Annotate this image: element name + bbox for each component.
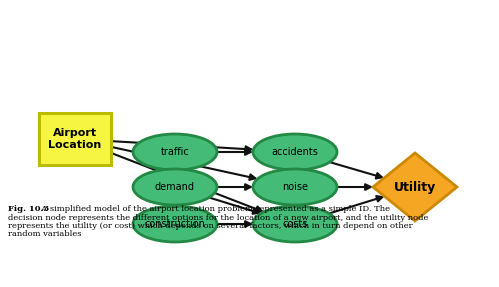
Text: Utility: Utility xyxy=(394,181,436,193)
Text: decision node represents the different options for the location of a new airport: decision node represents the different o… xyxy=(8,214,428,222)
FancyBboxPatch shape xyxy=(39,113,111,165)
Text: represents the utility (or cost) which depends on several factors, which in turn: represents the utility (or cost) which d… xyxy=(8,222,413,230)
Text: accidents: accidents xyxy=(271,147,318,157)
Text: noise: noise xyxy=(282,182,308,192)
Ellipse shape xyxy=(253,206,337,242)
Text: construction: construction xyxy=(145,219,206,229)
Ellipse shape xyxy=(253,134,337,170)
Text: A simplified model of the airport location problem represented as a simple ID. T: A simplified model of the airport locati… xyxy=(36,205,390,213)
Ellipse shape xyxy=(133,206,217,242)
Ellipse shape xyxy=(133,134,217,170)
Ellipse shape xyxy=(253,169,337,205)
Text: random variables: random variables xyxy=(8,230,81,238)
Text: Airport
Location: Airport Location xyxy=(48,128,102,150)
Text: demand: demand xyxy=(155,182,195,192)
Text: traffic: traffic xyxy=(161,147,190,157)
Text: Fig. 10.3: Fig. 10.3 xyxy=(8,205,49,213)
Text: costs: costs xyxy=(282,219,308,229)
Ellipse shape xyxy=(133,169,217,205)
Polygon shape xyxy=(373,153,457,221)
